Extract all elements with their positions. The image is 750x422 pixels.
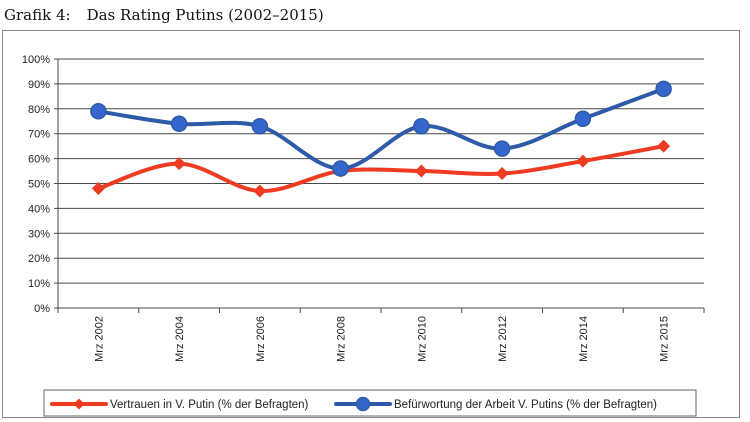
y-tick-label: 30% <box>28 228 50 240</box>
x-tick-label: Mrz 2015 <box>659 316 671 362</box>
data-point-1 <box>414 164 428 178</box>
data-point-2 <box>170 115 188 132</box>
data-point-1 <box>253 184 267 198</box>
y-tick-label: 40% <box>28 203 50 215</box>
data-point-2 <box>493 140 511 157</box>
data-point-2 <box>413 117 430 135</box>
legend-marker-1 <box>73 398 85 410</box>
y-tick-label: 70% <box>28 129 50 141</box>
y-tick-label: 20% <box>28 253 50 265</box>
data-point-2 <box>655 80 672 98</box>
data-point-2 <box>332 160 349 177</box>
y-tick-label: 0% <box>34 303 50 315</box>
y-tick-label: 60% <box>28 154 50 166</box>
legend-label-1: Vertrauen in V. Putin (% der Befragten) <box>110 399 309 411</box>
x-tick-label: Mrz 2006 <box>255 316 267 362</box>
data-point-2 <box>251 117 269 135</box>
y-tick-label: 10% <box>28 278 50 290</box>
data-point-1 <box>172 157 186 171</box>
y-tick-label: 90% <box>28 79 50 91</box>
y-tick-label: 80% <box>28 104 50 116</box>
x-tick-label: Mrz 2014 <box>578 316 590 362</box>
x-tick-label: Mrz 2008 <box>336 316 348 362</box>
x-tick-label: Mrz 2002 <box>93 316 105 362</box>
x-tick-label: Mrz 2012 <box>497 316 509 362</box>
data-point-1 <box>576 154 590 168</box>
data-point-2 <box>574 110 592 128</box>
figure-label: Grafik 4: <box>4 6 71 24</box>
legend-marker-2 <box>355 396 371 412</box>
figure-title: Das Rating Putins (2002–2015) <box>86 6 324 24</box>
y-tick-label: 100% <box>22 54 50 66</box>
figure-caption: Grafik 4: Das Rating Putins (2002–2015) <box>4 6 324 24</box>
data-point-1 <box>91 181 105 195</box>
x-tick-label: Mrz 2010 <box>416 316 428 362</box>
series-line-1 <box>96 144 666 193</box>
series-line-2 <box>96 86 666 171</box>
x-tick-label: Mrz 2004 <box>174 316 186 362</box>
legend-label-2: Befürwortung der Arbeit V. Putins (% der… <box>394 399 657 411</box>
y-tick-label: 50% <box>28 179 50 191</box>
data-point-1 <box>657 139 671 153</box>
chart-frame <box>2 30 740 418</box>
data-point-2 <box>90 103 107 120</box>
data-point-1 <box>495 167 509 181</box>
